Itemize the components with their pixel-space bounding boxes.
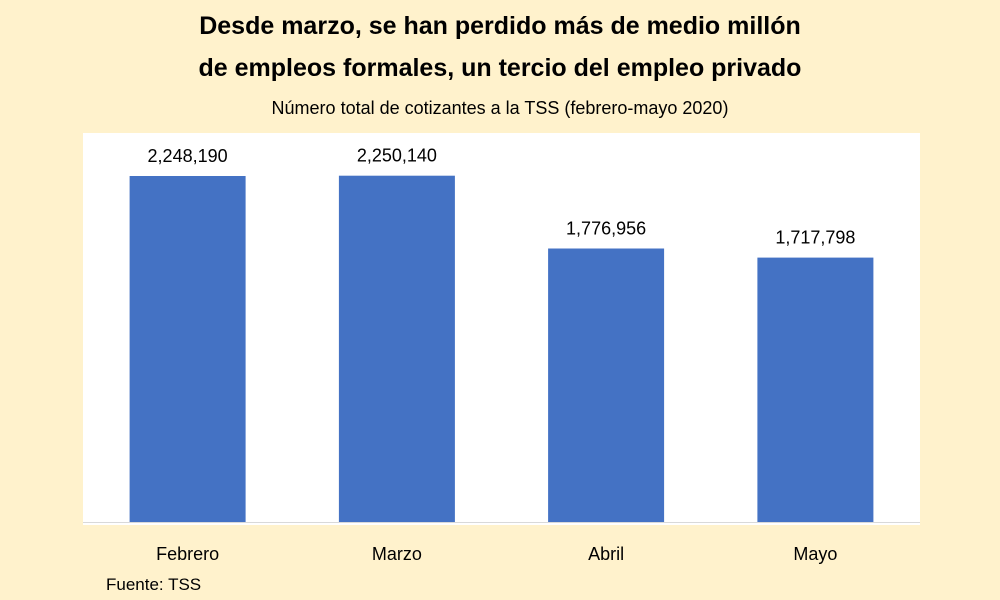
x-tick-label-abril: Abril bbox=[588, 544, 624, 564]
bar-febrero bbox=[129, 176, 246, 522]
data-label-marzo: 2,250,140 bbox=[357, 146, 437, 166]
x-tick-label-marzo: Marzo bbox=[372, 544, 422, 564]
chart-title-line-2: de empleos formales, un tercio del emple… bbox=[198, 54, 802, 82]
bar-mayo bbox=[757, 257, 874, 522]
bar-marzo bbox=[338, 175, 455, 522]
x-tick-label-febrero: Febrero bbox=[156, 544, 219, 564]
chart-title-line-1: Desde marzo, se han perdido más de medio… bbox=[199, 12, 801, 40]
source-note: Fuente: TSS bbox=[106, 575, 202, 594]
bar-abril bbox=[548, 248, 665, 522]
data-label-mayo: 1,717,798 bbox=[775, 228, 855, 248]
data-label-abril: 1,776,956 bbox=[566, 219, 646, 239]
data-label-febrero: 2,248,190 bbox=[148, 146, 228, 166]
chart-subtitle: Número total de cotizantes a la TSS (feb… bbox=[271, 98, 729, 118]
x-tick-label-mayo: Mayo bbox=[793, 544, 837, 564]
